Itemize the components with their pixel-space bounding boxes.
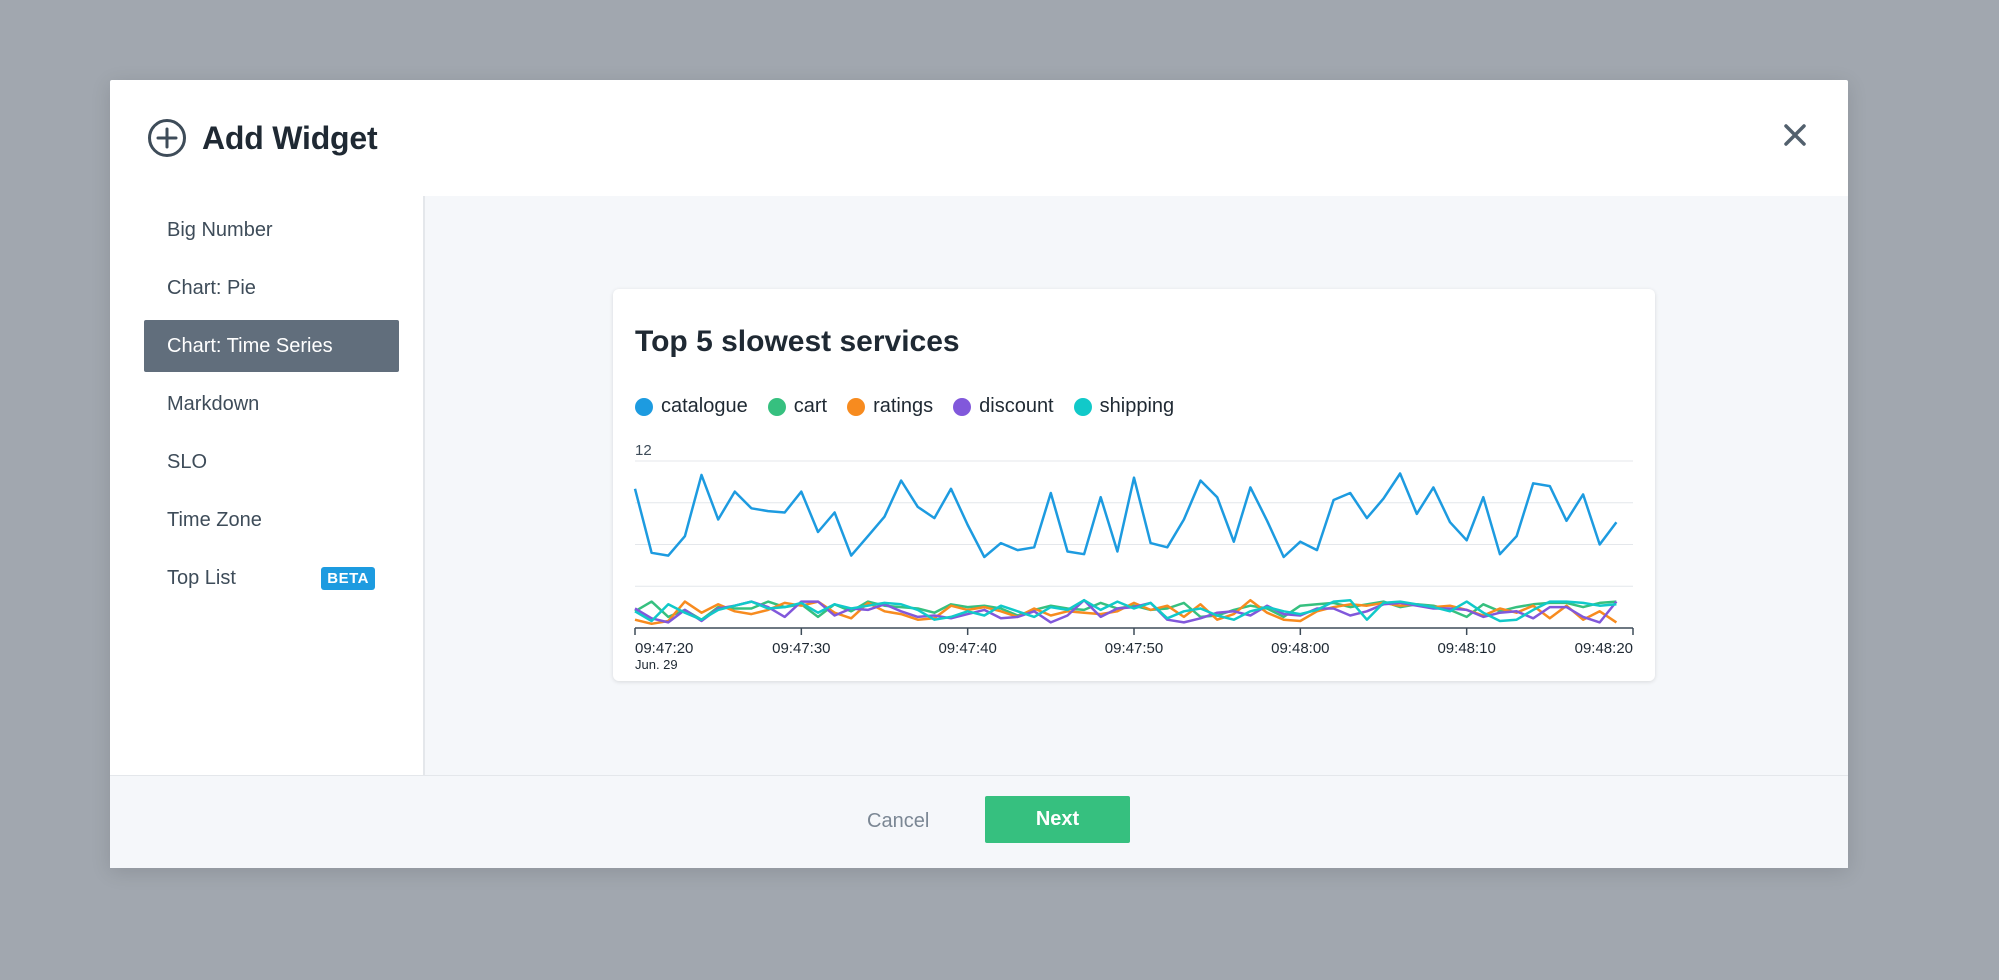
x-tick-label: 09:48:00	[1271, 640, 1329, 657]
beta-badge: BETA	[321, 567, 375, 590]
sidebar-item-label: Chart: Pie	[167, 276, 256, 299]
next-button[interactable]: Next	[985, 796, 1130, 843]
sidebar-item-chart-time-series[interactable]: Chart: Time Series	[144, 320, 399, 372]
legend-dot	[635, 397, 653, 416]
y-tick-label: 12	[635, 442, 652, 459]
modal-title: Add Widget	[202, 119, 378, 156]
sidebar-item-slo[interactable]: SLO	[144, 436, 399, 488]
x-tick-label: 09:47:20	[635, 640, 693, 657]
legend-label: cart	[793, 395, 828, 417]
x-tick-label: 09:47:50	[1105, 640, 1163, 657]
x-tick-label: 09:47:30	[772, 640, 830, 657]
sidebar-item-chart-pie[interactable]: Chart: Pie	[144, 262, 399, 314]
legend-dot	[953, 397, 972, 416]
preview-area: Top 5 slowest services catalogue cart ra…	[425, 196, 1848, 776]
close-icon[interactable]	[1780, 120, 1810, 150]
modal-footer: Cancel Next	[110, 775, 1848, 868]
legend-item-cart: cart	[767, 395, 828, 418]
sidebar-item-label: Top List	[167, 566, 236, 589]
series-line-shipping	[634, 598, 1617, 623]
add-widget-modal: Add Widget Big Number Chart: Pie Chart: …	[110, 80, 1848, 868]
plus-circle-icon	[148, 119, 186, 157]
chart-legend: catalogue cart ratings discount shipping	[635, 395, 1194, 418]
legend-dot	[1073, 397, 1092, 416]
x-tick-label: 09:48:20	[1575, 640, 1633, 657]
sidebar-item-top-list[interactable]: Top List BETA	[144, 552, 399, 604]
cancel-button[interactable]: Cancel	[867, 810, 930, 832]
x-tick-label: 09:47:40	[938, 640, 996, 657]
sidebar-item-time-zone[interactable]: Time Zone	[144, 494, 399, 546]
legend-label: catalogue	[661, 395, 748, 417]
series-line-catalogue	[633, 472, 1618, 559]
legend-label: discount	[979, 395, 1054, 417]
legend-label: ratings	[873, 395, 934, 417]
x-date-label: Jun. 29	[635, 657, 678, 672]
legend-dot	[767, 397, 786, 416]
sidebar-item-label: Markdown	[167, 392, 260, 415]
legend-item-discount: discount	[953, 395, 1054, 418]
legend-item-catalogue: catalogue	[635, 395, 748, 418]
sidebar-item-markdown[interactable]: Markdown	[144, 378, 399, 430]
time-series-chart: 12 09:47:20 09:47:30 09:47:40 09:47:50 09:48:…	[633, 442, 1634, 672]
sidebar-item-label: Chart: Time Series	[167, 334, 333, 357]
widget-type-sidebar: Big Number Chart: Pie Chart: Time Series…	[110, 196, 425, 776]
legend-label: shipping	[1099, 395, 1175, 417]
modal-header: Add Widget	[110, 80, 1848, 196]
modal-title-wrap: Add Widget	[147, 118, 378, 158]
chart-preview-card: Top 5 slowest services catalogue cart ra…	[613, 289, 1655, 681]
sidebar-item-label: Time Zone	[167, 508, 262, 531]
chart-title: Top 5 slowest services	[635, 325, 960, 358]
x-tick-label: 09:48:10	[1437, 640, 1495, 657]
sidebar-item-label: Big Number	[167, 218, 273, 241]
sidebar-item-label: SLO	[167, 450, 208, 473]
sidebar-item-big-number[interactable]: Big Number	[144, 204, 399, 256]
legend-item-shipping: shipping	[1073, 395, 1175, 418]
legend-dot	[847, 397, 866, 416]
legend-item-ratings: ratings	[847, 395, 933, 418]
